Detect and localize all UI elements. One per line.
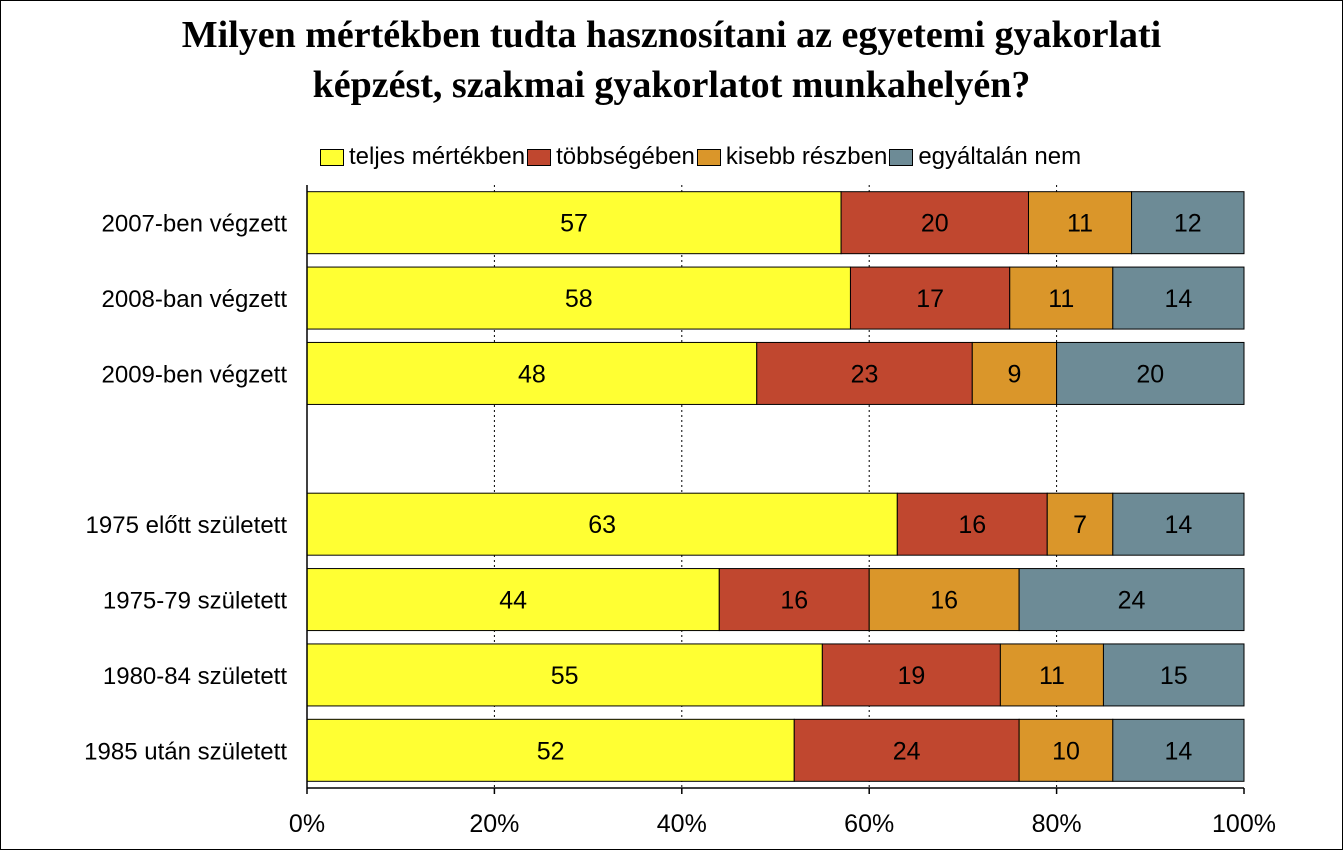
bar-segment [1018, 568, 1245, 632]
data-label: 55 [551, 662, 579, 690]
bar-segment [1112, 492, 1245, 556]
category-label: 1980-84 született [103, 663, 287, 690]
data-label: 10 [1052, 737, 1080, 765]
data-label: 48 [518, 360, 546, 388]
category-label: 1985 után született [84, 738, 287, 765]
x-tick-label: 20% [469, 810, 519, 838]
chart-title: Milyen mértékben tudta hasznosítani az e… [0, 10, 1343, 110]
data-label: 20 [1136, 360, 1164, 388]
bar-segment [971, 341, 1058, 405]
bar-segment [1018, 718, 1114, 782]
bar-segment [1027, 191, 1133, 255]
data-label: 63 [588, 511, 616, 539]
legend-item-egyaltalan: egyáltalán nem [889, 143, 1081, 171]
legend-label-tobbsegeben: többségében [556, 143, 695, 170]
data-label: 24 [1118, 587, 1146, 615]
bar-segment [1112, 718, 1245, 782]
data-label: 58 [565, 285, 593, 313]
data-label: 14 [1165, 737, 1193, 765]
x-tick-label: 60% [844, 810, 894, 838]
data-label: 7 [1073, 511, 1087, 539]
bar-segment [306, 492, 898, 556]
bar-segment [1009, 266, 1114, 330]
category-label: 2007-ben végzett [102, 211, 288, 238]
data-label: 9 [1007, 360, 1021, 388]
bar-segment [306, 718, 795, 782]
data-label: 19 [897, 662, 925, 690]
legend-swatch-teljes [320, 148, 344, 166]
x-tick-label: 80% [1032, 810, 1082, 838]
data-label: 14 [1165, 511, 1193, 539]
data-label: 16 [930, 587, 958, 615]
legend-label-teljes: teljes mértékben [349, 143, 526, 170]
bar-segment [1056, 341, 1245, 405]
legend-item-tobbsegeben: többségében [527, 143, 695, 171]
bar-segment [306, 643, 823, 707]
bar-segment [718, 568, 870, 632]
x-tick-label: 0% [289, 810, 325, 838]
bar-segment [793, 718, 1020, 782]
data-label: 12 [1174, 210, 1202, 238]
data-label: 24 [893, 737, 921, 765]
legend-swatch-tobbsegeben [527, 148, 552, 166]
category-label: 1975-79 született [103, 588, 287, 615]
data-label: 11 [1067, 210, 1093, 238]
data-label: 11 [1048, 285, 1074, 313]
bar-segment [999, 643, 1104, 707]
chart-title-line-2: képzést, szakmai gyakorlatot munkahelyén… [312, 64, 1031, 106]
bar-segment [756, 341, 973, 405]
category-label: 1975 előtt született [86, 512, 288, 539]
bar-segment [1131, 191, 1245, 255]
bar-segment [896, 492, 1048, 556]
chart-legend: teljes mértékben többségében kisebb rész… [320, 142, 1083, 172]
chart-title-line-1: Milyen mértékben tudta hasznosítani az e… [181, 14, 1162, 56]
legend-swatch-kisebb [696, 148, 721, 166]
bar-segment [306, 191, 842, 255]
data-label: 16 [958, 511, 986, 539]
bar-segment [849, 266, 1011, 330]
bar-segment [306, 341, 758, 405]
legend-item-kisebb: kisebb részben [696, 143, 888, 171]
bar-segment [306, 266, 851, 330]
data-label: 14 [1165, 285, 1193, 313]
legend-swatch-egyaltalan [889, 148, 914, 166]
x-tick-label: 40% [657, 810, 707, 838]
data-label: 11 [1039, 662, 1065, 690]
data-label: 15 [1160, 662, 1188, 690]
data-label: 20 [921, 210, 949, 238]
bar-segment [1112, 266, 1245, 330]
data-label: 52 [537, 737, 565, 765]
legend-item-teljes: teljes mértékben [320, 143, 525, 171]
data-label: 17 [916, 285, 944, 313]
category-label: 2009-ben végzett [102, 361, 288, 388]
category-label: 2008-ban végzett [102, 286, 288, 313]
legend-label-kisebb: kisebb részben [725, 143, 888, 170]
data-label: 23 [851, 360, 879, 388]
legend-label-egyaltalan: egyáltalán nem [918, 143, 1082, 170]
bar-segment [1102, 643, 1245, 707]
bar-segment [1046, 492, 1114, 556]
data-label: 57 [560, 210, 588, 238]
bar-segment [868, 568, 1020, 632]
data-label: 44 [499, 587, 527, 615]
x-tick-label: 100% [1212, 810, 1276, 838]
data-label: 16 [780, 587, 808, 615]
